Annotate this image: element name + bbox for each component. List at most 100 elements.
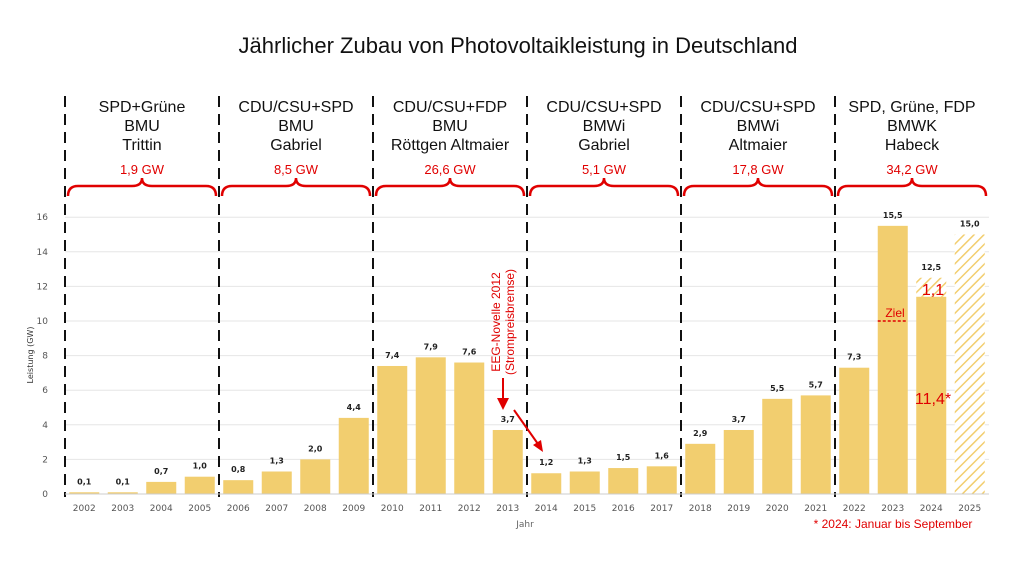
bar-target-gap bbox=[916, 277, 947, 297]
bar bbox=[800, 395, 831, 494]
x-tick-label: 2025 bbox=[958, 504, 981, 514]
period-text-line: SPD+Grüne bbox=[99, 99, 186, 116]
data-label: 5,7 bbox=[809, 380, 823, 389]
period-text-line: CDU/CSU+SPD bbox=[700, 99, 815, 116]
bars: 0,1 0,1 0,7 1,0 0,8 1,3 2,0 4,4 7,4 7,9 7,6 3,7 1,2 1… bbox=[69, 211, 985, 494]
bar bbox=[338, 417, 369, 494]
period-text-line: CDU/CSU+FDP bbox=[393, 99, 507, 116]
gap-2024-label: 1,1 bbox=[922, 282, 944, 299]
bar bbox=[569, 471, 600, 494]
period-text-line: Gabriel bbox=[578, 137, 630, 154]
period-total: 8,5 GW bbox=[274, 162, 319, 177]
data-label: 5,5 bbox=[770, 384, 785, 393]
period-text-line: Altmaier bbox=[729, 137, 788, 154]
y-tick-label: 4 bbox=[42, 421, 48, 431]
period-text-line: BMU bbox=[278, 118, 314, 135]
period-text-line: Trittin bbox=[122, 137, 161, 154]
period-text-line: Habeck bbox=[885, 137, 940, 154]
data-label: 1,6 bbox=[655, 451, 670, 460]
bar bbox=[916, 296, 947, 494]
period-total: 1,9 GW bbox=[120, 162, 165, 177]
eeg-note-line2: (Strompreisbremse) bbox=[503, 269, 517, 375]
bar bbox=[723, 429, 754, 494]
value-2024-label: 11,4* bbox=[915, 391, 951, 408]
period-brace bbox=[528, 177, 680, 197]
x-tick-label: 2021 bbox=[804, 504, 827, 514]
data-label: 7,9 bbox=[424, 342, 439, 351]
eeg-arrow-2 bbox=[513, 409, 539, 445]
y-tick-label: 0 bbox=[42, 490, 48, 500]
period-brace bbox=[836, 177, 988, 197]
bar bbox=[223, 480, 254, 494]
period-text-line: Gabriel bbox=[270, 137, 322, 154]
x-tick-label: 2022 bbox=[843, 504, 866, 514]
period-brace bbox=[374, 177, 526, 197]
x-tick-label: 2023 bbox=[881, 504, 904, 514]
x-tick-label: 2008 bbox=[304, 504, 327, 514]
bar bbox=[646, 466, 677, 494]
period-text-line: BMWi bbox=[583, 118, 626, 135]
data-label: 3,7 bbox=[501, 415, 515, 424]
x-tick-label: 2016 bbox=[612, 504, 635, 514]
period-text-line: BMWK bbox=[887, 118, 937, 135]
period-text-line: CDU/CSU+SPD bbox=[546, 99, 661, 116]
bar bbox=[69, 492, 100, 494]
x-tick-label: 2002 bbox=[73, 504, 96, 514]
x-tick-label: 2012 bbox=[458, 504, 481, 514]
x-tick-label: 2014 bbox=[535, 504, 558, 514]
bar bbox=[685, 443, 716, 494]
bar bbox=[300, 459, 331, 494]
x-tick-label: 2009 bbox=[342, 504, 365, 514]
data-label: 1,3 bbox=[578, 457, 592, 466]
period-brace bbox=[66, 177, 218, 197]
period-total: 34,2 GW bbox=[886, 162, 938, 177]
period-text-line: Röttgen Altmaier bbox=[391, 137, 510, 154]
x-tick-label: 2007 bbox=[265, 504, 288, 514]
x-tick-label: 2017 bbox=[650, 504, 673, 514]
data-label: 7,6 bbox=[462, 348, 477, 357]
y-axis-label: Leistung (GW) bbox=[26, 327, 35, 384]
bar bbox=[146, 481, 177, 494]
bar bbox=[492, 429, 523, 494]
x-tick-label: 2019 bbox=[727, 504, 750, 514]
bar bbox=[377, 365, 408, 494]
x-tick-label: 2015 bbox=[573, 504, 596, 514]
bar bbox=[415, 357, 446, 494]
period-total: 26,6 GW bbox=[424, 162, 476, 177]
data-label: 1,2 bbox=[539, 458, 553, 467]
bar bbox=[184, 476, 215, 494]
bar bbox=[531, 473, 562, 494]
y-tick-label: 10 bbox=[37, 317, 49, 327]
data-label: 1,5 bbox=[616, 453, 631, 462]
data-label: 2,0 bbox=[308, 444, 323, 453]
data-label: 1,0 bbox=[193, 462, 208, 471]
bar bbox=[261, 471, 292, 494]
data-label: 0,8 bbox=[231, 465, 246, 474]
data-label: 0,7 bbox=[154, 467, 168, 476]
x-tick-label: 2003 bbox=[111, 504, 134, 514]
period-text-line: BMU bbox=[124, 118, 160, 135]
data-label: 12,5 bbox=[921, 263, 941, 272]
data-label: 4,4 bbox=[347, 403, 362, 412]
axes: 0 2 4 6 8 10 12 14 16 2002 2003 2004 2005 2006 2007 200… bbox=[37, 213, 989, 514]
period-total: 17,8 GW bbox=[732, 162, 784, 177]
x-tick-label: 2004 bbox=[150, 504, 173, 514]
data-label: 2,9 bbox=[693, 429, 708, 438]
ziel-label: Ziel bbox=[885, 306, 904, 320]
bar bbox=[877, 225, 908, 494]
government-periods: SPD+Grüne BMU Trittin 1,9 GW CDU/CSU+SPD BMU G… bbox=[64, 96, 988, 497]
bar bbox=[762, 398, 793, 494]
annotations: EEG-Novelle 2012 (Strompreisbremse) Ziel… bbox=[489, 269, 972, 531]
data-label: 3,7 bbox=[732, 415, 746, 424]
period-text-line: CDU/CSU+SPD bbox=[238, 99, 353, 116]
y-tick-label: 6 bbox=[42, 386, 48, 396]
x-tick-label: 2006 bbox=[227, 504, 250, 514]
chart-title: Jährlicher Zubau von Photovoltaikleistun… bbox=[239, 33, 798, 58]
footnote: * 2024: Januar bis September bbox=[814, 517, 973, 531]
period-text-line: BMWi bbox=[737, 118, 780, 135]
data-label: 0,1 bbox=[77, 477, 92, 486]
bar bbox=[107, 492, 138, 494]
x-tick-label: 2020 bbox=[766, 504, 789, 514]
x-tick-label: 2005 bbox=[188, 504, 211, 514]
